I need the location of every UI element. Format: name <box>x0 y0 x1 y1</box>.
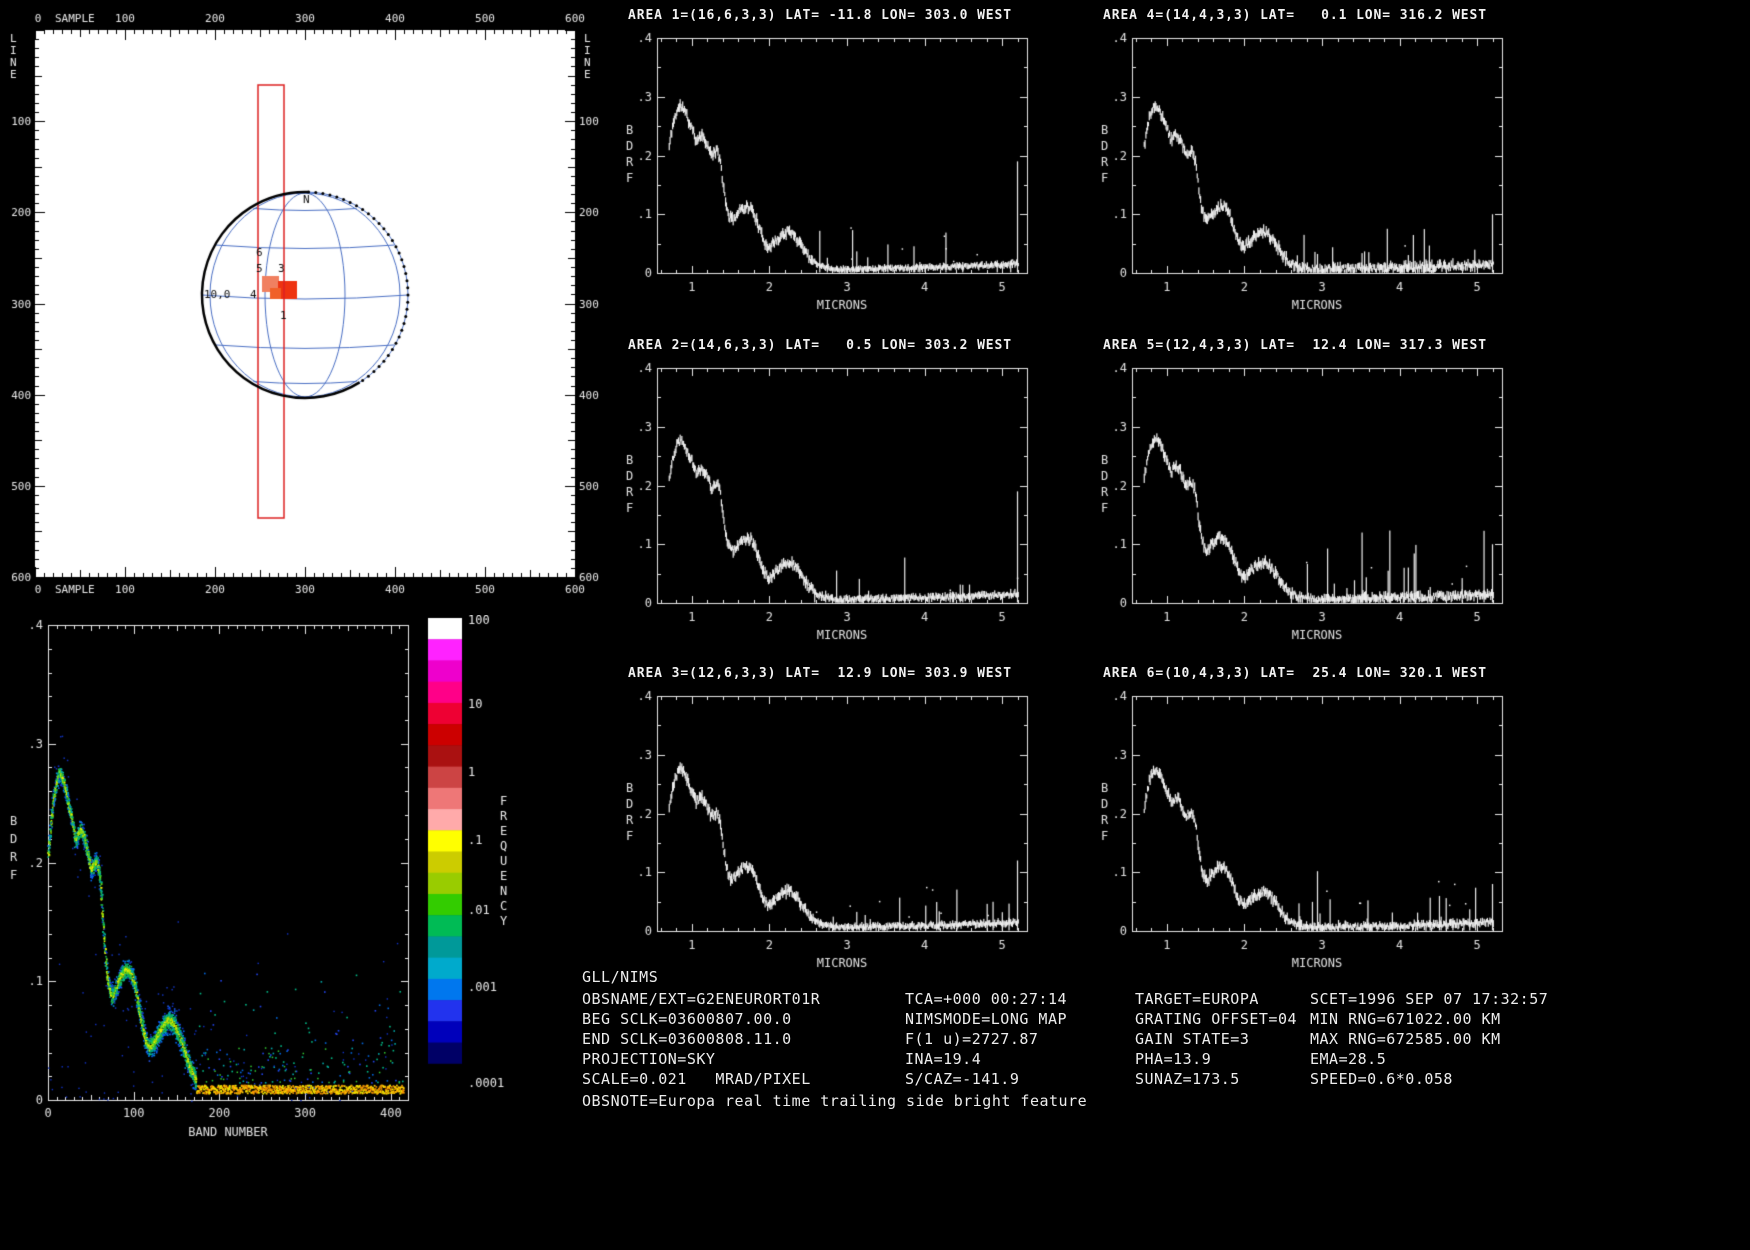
area-6-title: AREA 6=(10,4,3,3) LAT= 25.4 LON= 320.1 W… <box>1103 666 1487 681</box>
scale-field: SCALE=0.021 MRAD/PIXEL <box>582 1070 811 1088</box>
grating-offset-field: GRATING OFFSET=04 <box>1135 1010 1298 1028</box>
obsnote-field: OBSNOTE=Europa real time trailing side b… <box>582 1092 1088 1110</box>
nimsmode-field: NIMSMODE=LONG MAP <box>905 1010 1068 1028</box>
area-3-spectrum-canvas <box>612 686 1087 986</box>
min-rng-field: MIN RNG=671022.00 KM <box>1310 1010 1501 1028</box>
ema-field: EMA=28.5 <box>1310 1050 1387 1068</box>
sky-projection-map-canvas <box>0 0 600 612</box>
tca-field: TCA=+000 00:27:14 <box>905 990 1068 1008</box>
projection-field: PROJECTION=SKY <box>582 1050 716 1068</box>
area-5-spectrum-canvas <box>1087 358 1562 658</box>
area-6-spectrum-canvas <box>1087 686 1562 986</box>
target-field: TARGET=EUROPA <box>1135 990 1259 1008</box>
instrument-title: GLL/NIMS <box>582 968 659 986</box>
gain-state-field: GAIN STATE=3 <box>1135 1030 1250 1048</box>
end-sclk-field: END SCLK=03600808.11.0 <box>582 1030 792 1048</box>
bdrf-band-density-canvas <box>0 615 600 1250</box>
obsname-field: OBSNAME/EXT=G2ENEURORT01R <box>582 990 821 1008</box>
area-4-title: AREA 4=(14,4,3,3) LAT= 0.1 LON= 316.2 WE… <box>1103 8 1487 23</box>
beg-sclk-field: BEG SCLK=03600807.00.0 <box>582 1010 792 1028</box>
f1u-field: F(1 u)=2727.87 <box>905 1030 1039 1048</box>
area-5-title: AREA 5=(12,4,3,3) LAT= 12.4 LON= 317.3 W… <box>1103 338 1487 353</box>
area-2-spectrum-canvas <box>612 358 1087 658</box>
pha-field: PHA=13.9 <box>1135 1050 1212 1068</box>
sunaz-field: SUNAZ=173.5 <box>1135 1070 1240 1088</box>
area-2-title: AREA 2=(14,6,3,3) LAT= 0.5 LON= 303.2 WE… <box>628 338 1012 353</box>
area-3-title: AREA 3=(12,6,3,3) LAT= 12.9 LON= 303.9 W… <box>628 666 1012 681</box>
scaz-field: S/CAZ=-141.9 <box>905 1070 1020 1088</box>
max-rng-field: MAX RNG=672585.00 KM <box>1310 1030 1501 1048</box>
area-1-title: AREA 1=(16,6,3,3) LAT= -11.8 LON= 303.0 … <box>628 8 1012 23</box>
area-4-spectrum-canvas <box>1087 28 1562 328</box>
scet-field: SCET=1996 SEP 07 17:32:57 <box>1310 990 1549 1008</box>
speed-field: SPEED=0.6*0.058 <box>1310 1070 1453 1088</box>
area-1-spectrum-canvas <box>612 28 1087 328</box>
ina-field: INA=19.4 <box>905 1050 982 1068</box>
